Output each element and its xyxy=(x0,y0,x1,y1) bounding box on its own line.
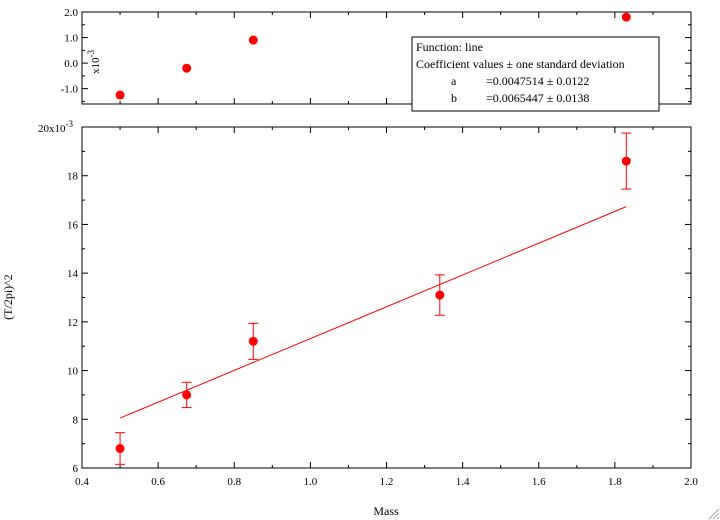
y-axis-top-label-exp: -3 xyxy=(66,119,74,129)
legend-box xyxy=(411,36,660,112)
fit-legend: Function: line Coefficient values ± one … xyxy=(411,36,660,112)
x-axis-title: Mass xyxy=(373,504,399,518)
residual-y-tick-label: -1.0 xyxy=(61,84,79,96)
residual-tick-labels: -1.0 0.0 1.0 2.0 xyxy=(61,7,79,96)
x-tick-labels: 0.4 0.6 0.8 1.0 1.2 1.4 1.6 1.8 2.0 xyxy=(75,476,698,488)
data-point xyxy=(248,336,258,346)
x-tick-label: 2.0 xyxy=(684,476,698,488)
x-tick-label: 1.8 xyxy=(608,476,622,488)
data-point xyxy=(182,390,192,400)
fit-line xyxy=(119,206,627,419)
residual-unit-label-exp: -3 xyxy=(86,50,96,58)
residual-y-tick-label: 2.0 xyxy=(64,7,78,19)
residual-point xyxy=(115,90,125,100)
y-tick-label: 12 xyxy=(67,317,78,329)
x-tick-label: 1.4 xyxy=(456,476,470,488)
data-point xyxy=(621,156,631,166)
legend-coeff-a-name: a xyxy=(451,74,457,88)
legend-coeff-b-name: b xyxy=(451,91,457,105)
x-tick-label: 0.6 xyxy=(151,476,165,488)
y-tick-label: 18 xyxy=(67,171,79,183)
main-plot-frame xyxy=(81,126,692,469)
residual-point xyxy=(248,35,258,45)
y-tick-labels: 6 8 10 12 14 16 18 xyxy=(67,171,79,475)
residual-unit-label: x10-3 xyxy=(86,50,102,74)
y-axis-title: (T/2pi)^2 xyxy=(1,274,15,320)
residual-y-tick-label: 0.0 xyxy=(64,58,78,70)
y-axis-top-label: 20x10-3 xyxy=(38,119,73,135)
residual-point xyxy=(182,63,192,73)
y-tick-label: 6 xyxy=(73,463,79,475)
x-tick-label: 1.0 xyxy=(304,476,318,488)
y-tick-label: 16 xyxy=(67,219,79,231)
legend-function-line: Function: line xyxy=(416,40,483,54)
residual-y-tick-label: 1.0 xyxy=(64,33,78,45)
y-tick-label: 10 xyxy=(67,366,79,378)
legend-coeff-a-value: =0.0047514 ± 0.0122 xyxy=(486,74,589,88)
y-tick-label: 14 xyxy=(67,268,79,280)
residual-unit-label-base: x10 xyxy=(90,57,102,74)
x-tick-label: 0.4 xyxy=(75,476,89,488)
data-point xyxy=(115,444,125,454)
x-tick-label: 0.8 xyxy=(227,476,241,488)
data-point xyxy=(435,290,445,300)
data-marks xyxy=(115,12,632,465)
y-axis-top-label-base: 20x10 xyxy=(38,123,66,135)
y-tick-label: 8 xyxy=(73,414,79,426)
x-tick-label: 1.2 xyxy=(380,476,394,488)
resize-grip-icon[interactable] xyxy=(706,506,720,520)
x-tick-label: 1.6 xyxy=(532,476,546,488)
legend-coeff-header: Coefficient values ± one standard deviat… xyxy=(416,57,625,71)
residual-point xyxy=(621,12,631,22)
legend-coeff-b-value: =0.0065447 ± 0.0138 xyxy=(486,91,589,105)
